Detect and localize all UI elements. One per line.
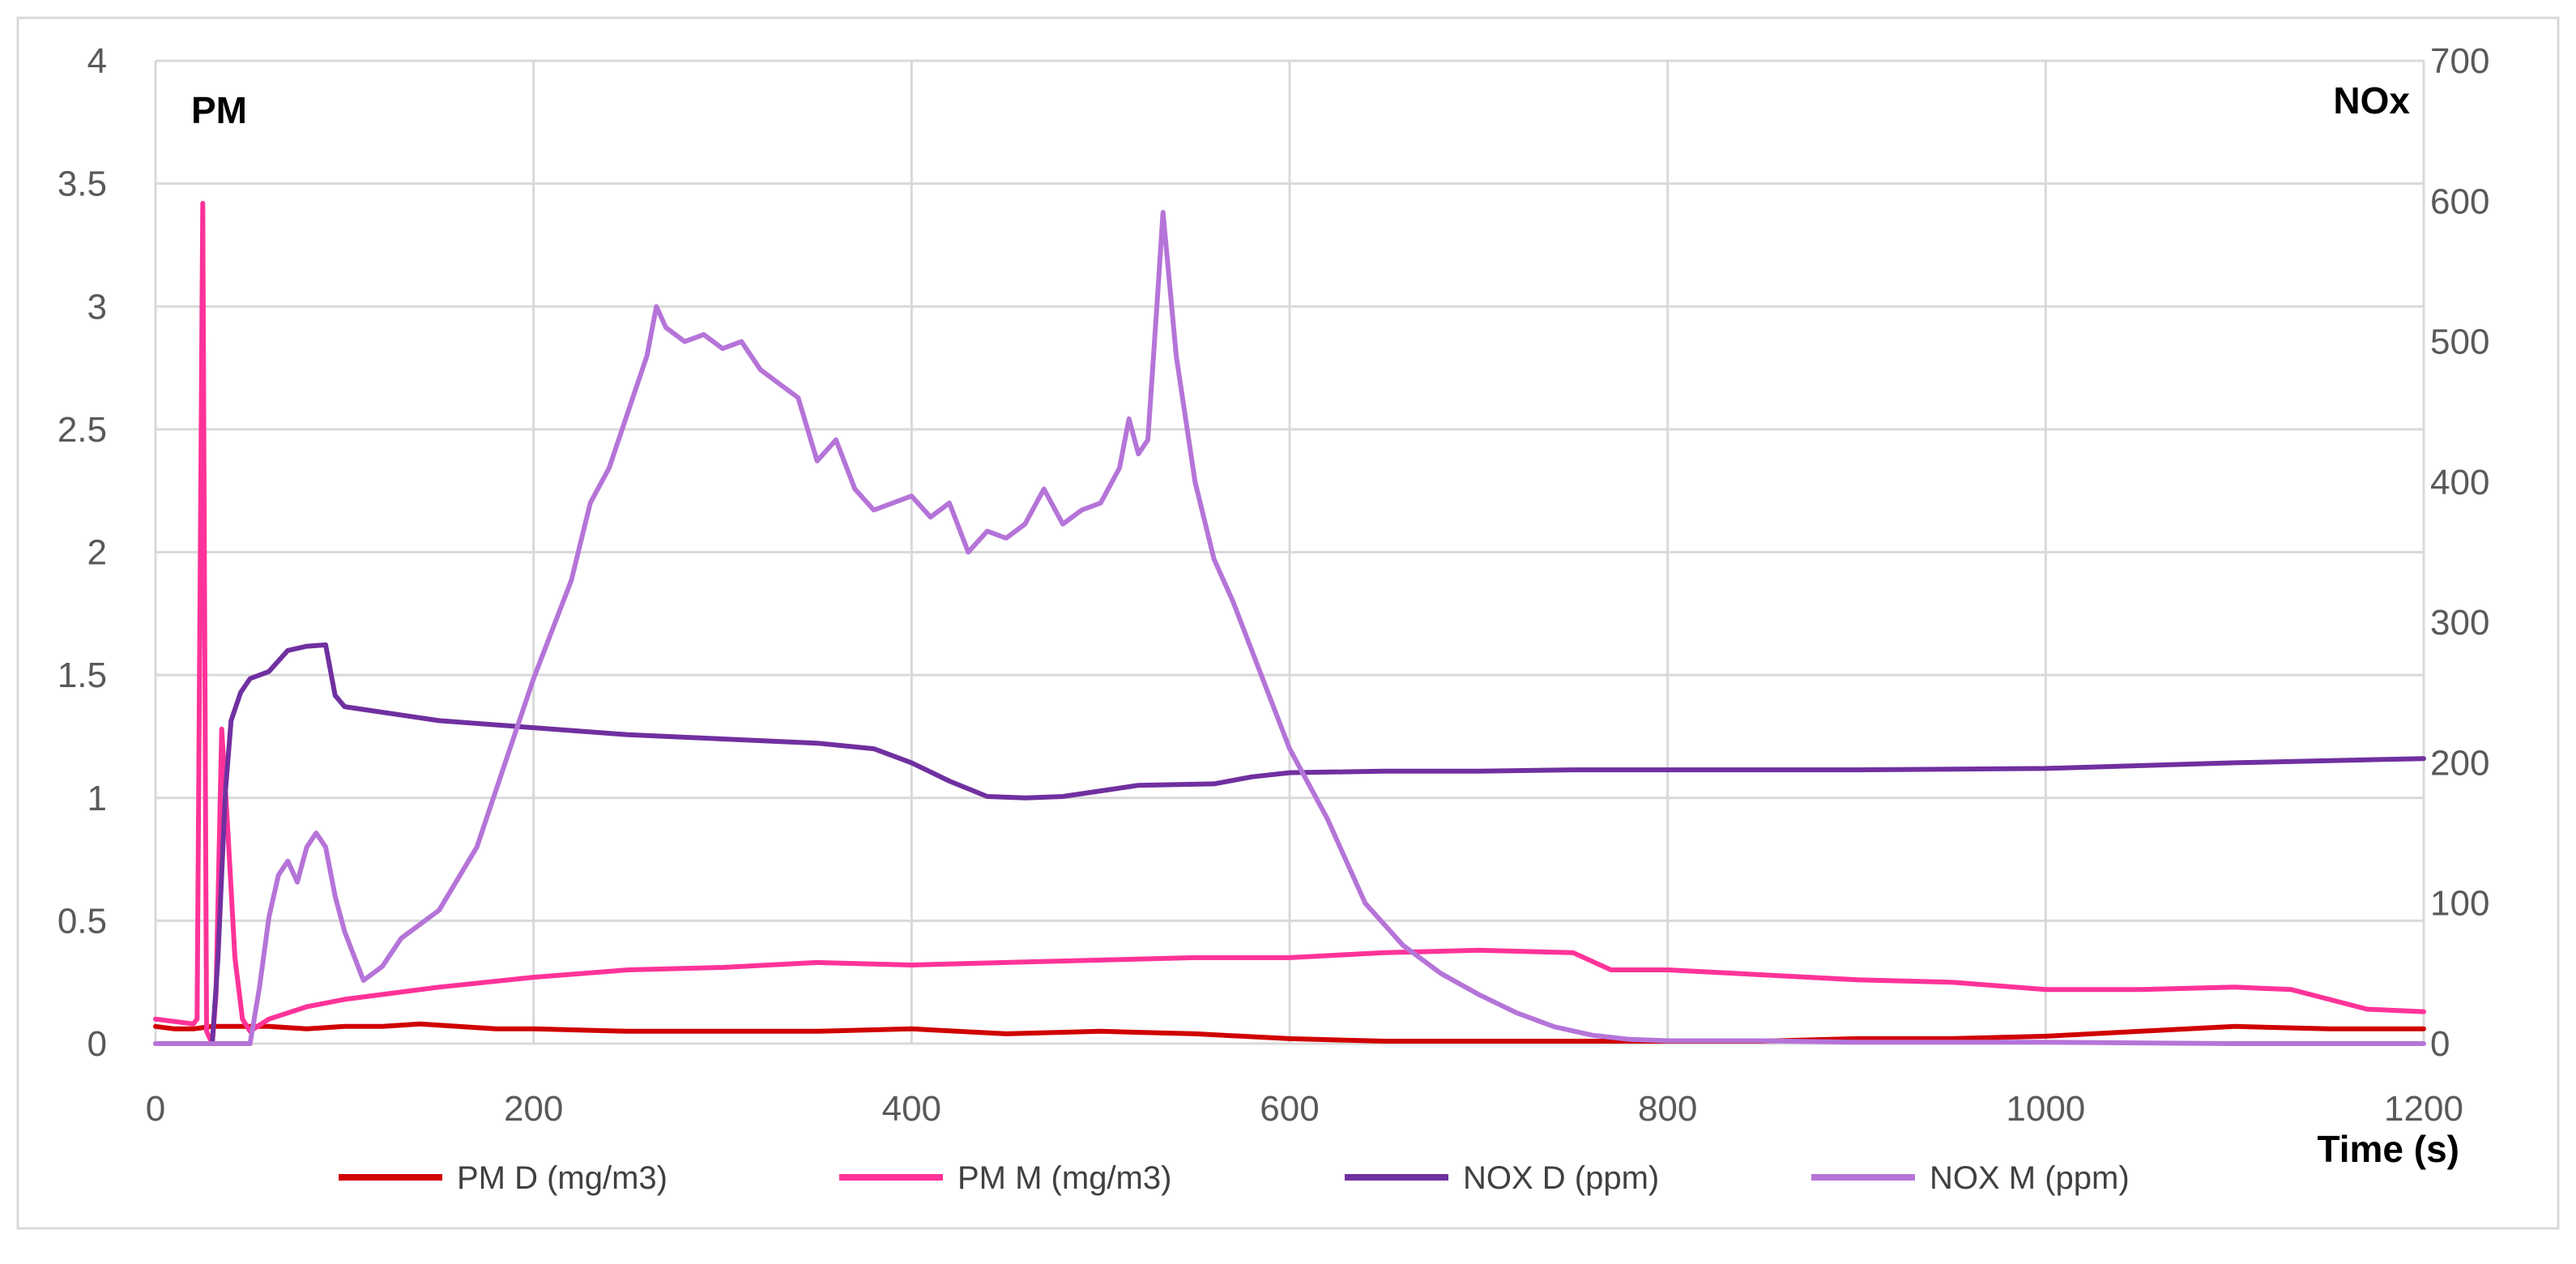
x-tick-4: 800 (1638, 1089, 1697, 1129)
x-tick-0: 0 (146, 1089, 165, 1129)
x-tick-2: 400 (882, 1089, 941, 1129)
y-right-tick-5: 500 (2430, 322, 2489, 362)
y-right-tick-6: 600 (2430, 181, 2489, 221)
x-tick-1: 200 (504, 1089, 563, 1129)
x-tick-6: 1200 (2384, 1089, 2463, 1129)
chart-frame (16, 16, 2560, 1230)
y-right-tick-2: 200 (2430, 743, 2489, 783)
y-right-tick-1: 100 (2430, 884, 2489, 924)
right-axis-label: NOx (2333, 79, 2410, 122)
y-left-tick-4: 2 (87, 533, 107, 573)
series-layer (153, 200, 2426, 1046)
legend-label-3: NOX M (ppm) (1930, 1160, 2130, 1196)
series-line-0 (153, 1021, 2426, 1044)
y-right-tick-0: 0 (2430, 1024, 2450, 1064)
y-left-tick-2: 1 (87, 779, 107, 818)
y-left-tick-8: 4 (87, 41, 107, 81)
left-axis-label: PM (191, 89, 247, 131)
series-line-2 (153, 642, 2426, 1046)
y-left-tick-1: 0.5 (58, 901, 107, 941)
legend: PM D (mg/m3) PM M (mg/m3) NOX D (ppm) NOX M… (339, 1160, 2130, 1196)
y-left-tick-6: 3 (87, 287, 107, 327)
y-left-tick-7: 3.5 (58, 164, 107, 204)
y-left-tick-3: 1.5 (58, 655, 107, 695)
x-axis-label: Time (s) (2317, 1128, 2459, 1170)
grid (154, 59, 2425, 1045)
x-tick-3: 600 (1260, 1089, 1319, 1129)
legend-label-1: PM M (mg/m3) (957, 1160, 1171, 1196)
series-line-3 (153, 210, 2426, 1046)
y-left-tick-0: 0 (87, 1024, 107, 1064)
legend-label-2: NOX D (ppm) (1463, 1160, 1659, 1196)
tick-layer: 0 0.5 1 1.5 2 2.5 3 3.5 4 0 100 200 300 400 500 600 700 0… (58, 41, 2490, 1129)
x-tick-5: 1000 (2006, 1089, 2085, 1129)
y-right-tick-4: 400 (2430, 463, 2489, 502)
legend-label-0: PM D (mg/m3) (457, 1160, 667, 1196)
y-right-tick-7: 700 (2430, 41, 2489, 81)
y-left-tick-5: 2.5 (58, 410, 107, 450)
y-right-tick-3: 300 (2430, 603, 2489, 643)
